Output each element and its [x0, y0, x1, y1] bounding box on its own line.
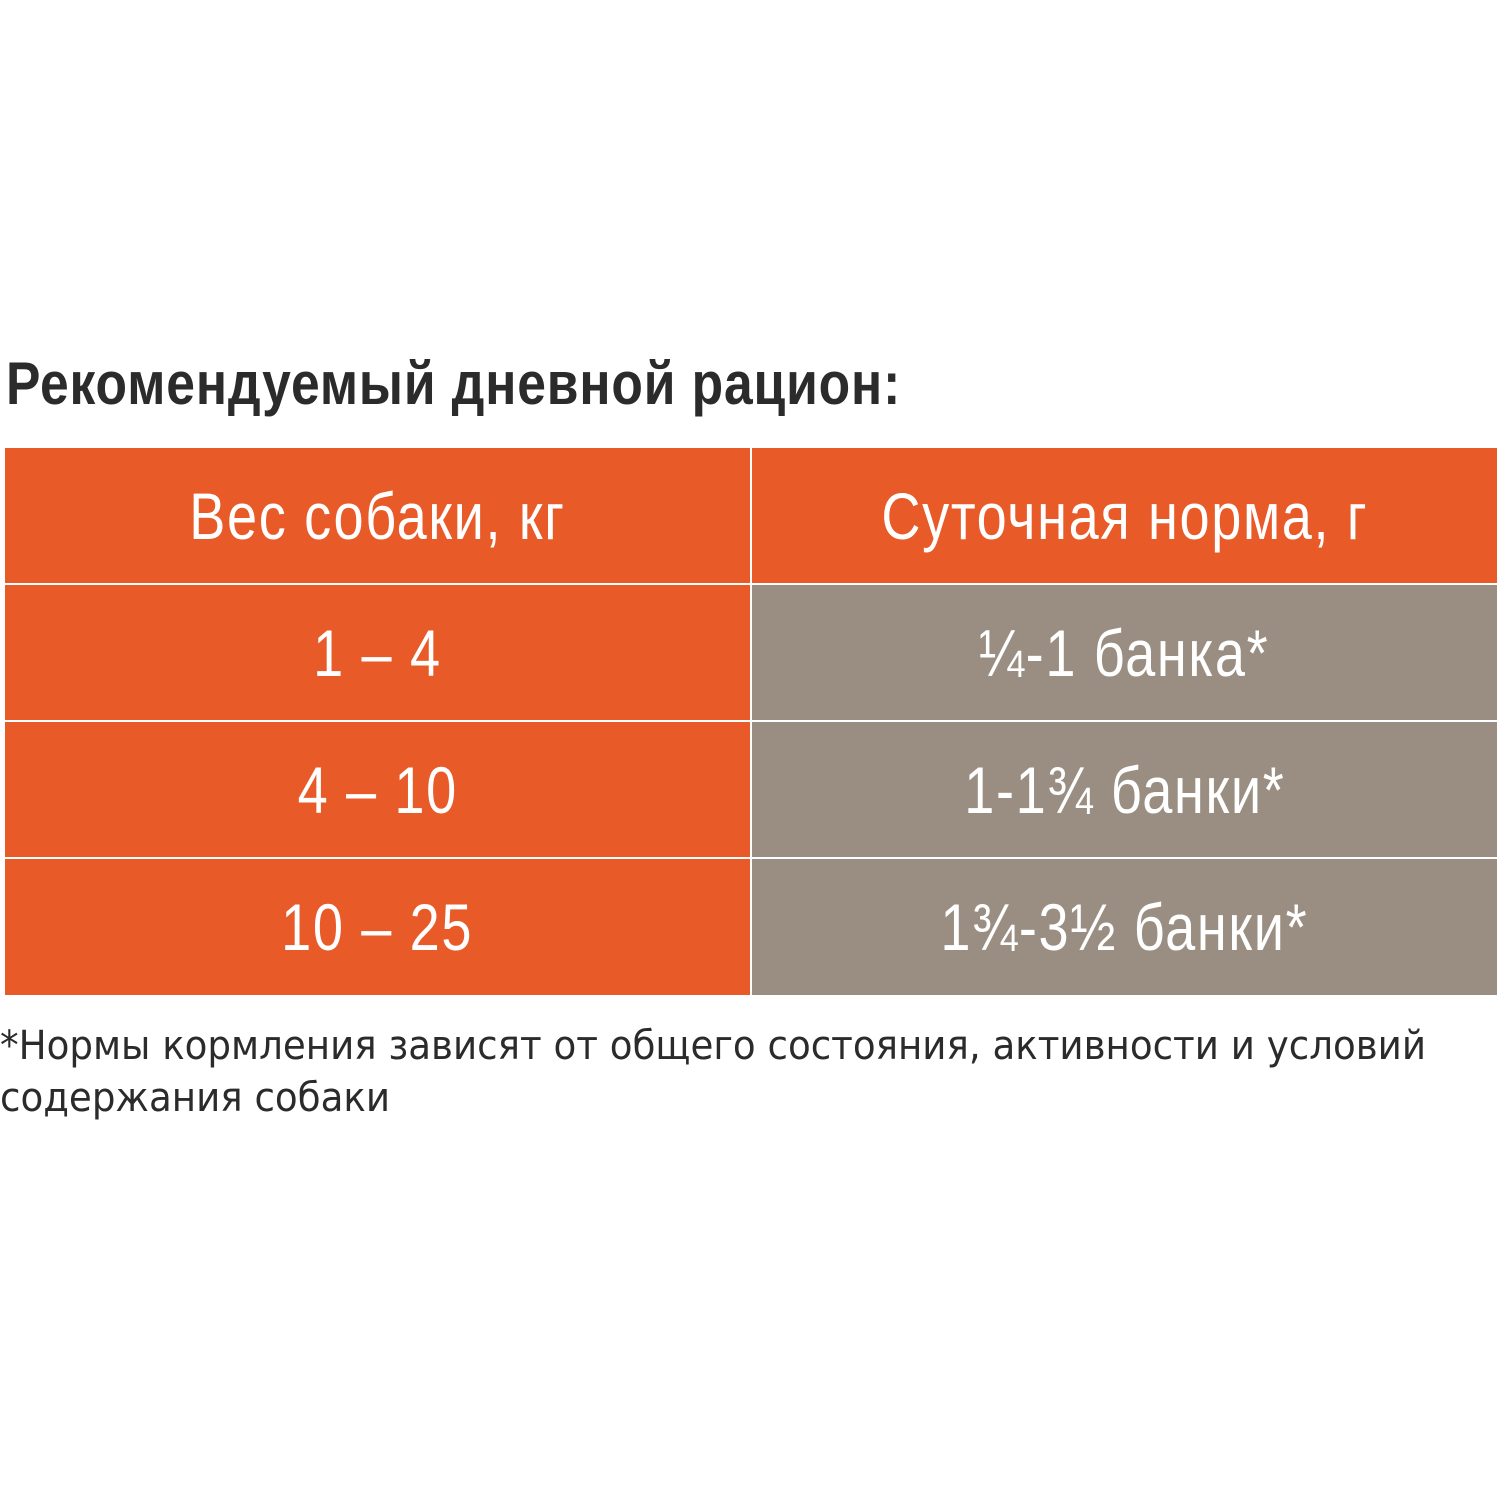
footnote-line-2: содержания собаки	[0, 1075, 391, 1121]
feeding-table: Вес собаки, кг Суточная норма, г 1 – 4 ¼…	[5, 448, 1497, 995]
footnote: *Нормы кормления зависят от общего состо…	[0, 1020, 1500, 1124]
row-2-norm: 1-1¾ банки*	[752, 722, 1497, 857]
row-1-weight: 1 – 4	[5, 585, 750, 720]
page-title: Рекомендуемый дневной рацион:	[6, 350, 902, 417]
row-1-norm: ¼-1 банка*	[752, 585, 1497, 720]
header-weight: Вес собаки, кг	[5, 448, 750, 583]
row-2-weight: 4 – 10	[5, 722, 750, 857]
footnote-line-1: *Нормы кормления зависят от общего состо…	[0, 1023, 1427, 1069]
row-3-norm: 1¾-3½ банки*	[752, 859, 1497, 995]
row-3-weight: 10 – 25	[5, 859, 750, 995]
header-daily-norm: Суточная норма, г	[752, 448, 1497, 583]
